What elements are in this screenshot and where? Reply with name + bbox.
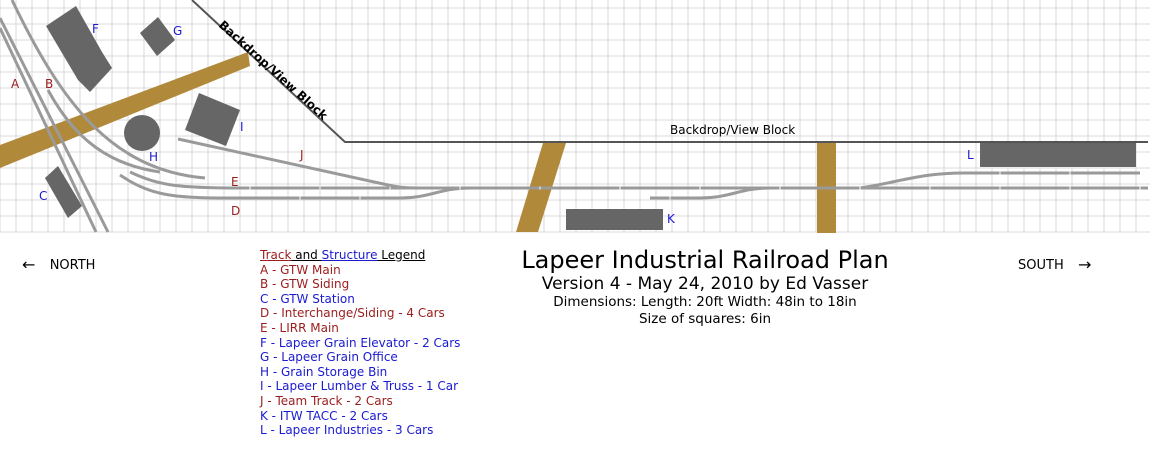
label-f: F xyxy=(92,22,99,36)
label-g: G xyxy=(173,24,182,38)
track-plan-diagram: Backdrop/View Block Backdrop/View Block … xyxy=(0,0,1150,233)
track-l-spur xyxy=(859,171,1140,190)
backdrop-label-horizontal: Backdrop/View Block xyxy=(670,123,795,137)
title-block: Lapeer Industrial Railroad Plan Version … xyxy=(470,246,940,328)
legend-item: K - ITW TACC - 2 Cars xyxy=(260,408,388,423)
squares-line: Size of squares: 6in xyxy=(638,311,772,327)
structure-k-itw-tacc xyxy=(566,209,663,230)
label-j: J xyxy=(299,148,304,162)
version-line: Version 4 - May 24, 2010 by Ed Vasser xyxy=(541,274,869,294)
label-d: D xyxy=(231,204,240,218)
label-i: I xyxy=(240,120,244,134)
tracks xyxy=(0,0,1148,233)
track-e-lirr-main xyxy=(129,170,1148,190)
legend-title: Track and Structure Legend xyxy=(260,248,460,263)
track-k-spur xyxy=(650,186,771,200)
structure-h-grain-storage-bin xyxy=(124,115,160,151)
label-h: H xyxy=(149,150,158,164)
backdrop-view-block-line xyxy=(191,0,1148,143)
legend-item: D - Interchange/Siding - 4 Cars xyxy=(260,306,445,321)
label-c: C xyxy=(39,189,47,203)
track-b2-gtw-siding xyxy=(46,89,161,174)
page-title: Lapeer Industrial Railroad Plan xyxy=(521,246,889,274)
track-b-gtw-siding xyxy=(10,0,206,180)
legend-item: A - GTW Main xyxy=(260,262,341,277)
legend: Track and Structure Legend A - GTW Main … xyxy=(260,248,460,438)
structure-i-lumber-truss xyxy=(185,93,240,146)
legend-title-and: and xyxy=(291,248,322,262)
right-arrow-icon: → xyxy=(1078,255,1092,274)
south-indicator: SOUTH → xyxy=(1018,255,1091,274)
label-k: K xyxy=(667,212,676,226)
legend-item: J - Team Track - 2 Cars xyxy=(260,393,393,408)
north-indicator: ← NORTH xyxy=(22,255,95,274)
legend-item: F - Lapeer Grain Elevator - 2 Cars xyxy=(260,335,461,350)
legend-item: E - LIRR Main xyxy=(260,320,339,335)
structure-c-gtw-station xyxy=(45,166,82,218)
legend-item: H - Grain Storage Bin xyxy=(260,364,388,379)
track-a-gtw-main xyxy=(0,17,110,233)
structure-f-grain-elevator xyxy=(46,6,112,92)
structure-l-lapeer-industries xyxy=(980,143,1136,167)
south-label: SOUTH xyxy=(1018,258,1064,273)
legend-title-track: Track xyxy=(260,248,292,262)
track-j-team-track xyxy=(177,137,431,190)
north-label: NORTH xyxy=(49,258,96,273)
track-joints xyxy=(249,171,1141,200)
label-b: B xyxy=(45,77,53,91)
track-d-interchange xyxy=(119,173,471,200)
label-e: E xyxy=(231,175,239,189)
label-l: L xyxy=(967,148,974,162)
legend-title-legend: Legend xyxy=(377,248,426,262)
legend-item: I - Lapeer Lumber & Truss - 1 Car xyxy=(260,379,459,394)
track-a2-gtw-main xyxy=(0,27,98,233)
legend-item: G - Lapeer Grain Office xyxy=(260,350,398,365)
label-a: A xyxy=(11,77,20,91)
legend-item: L - Lapeer Industries - 3 Cars xyxy=(260,423,434,438)
left-arrow-icon: ← xyxy=(22,255,36,274)
dimensions-line: Dimensions: Length: 20ft Width: 48in to … xyxy=(553,294,857,310)
legend-item: B - GTW Siding xyxy=(260,277,350,292)
legend-title-structure: Structure xyxy=(321,248,378,262)
legend-item: C - GTW Station xyxy=(260,291,355,306)
structure-g-grain-office xyxy=(140,17,175,56)
